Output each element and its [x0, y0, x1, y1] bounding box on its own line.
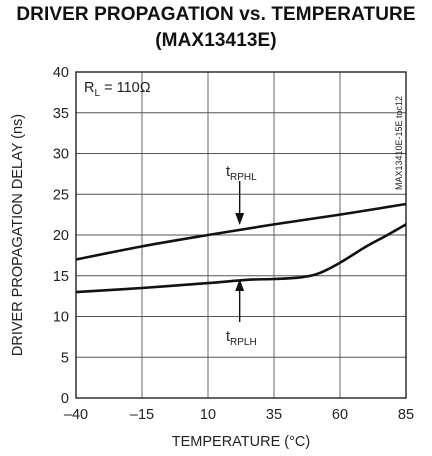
x-axis-label: TEMPERATURE (°C) — [172, 434, 310, 450]
watermark: MAX13410E-15E toc12 — [394, 96, 404, 190]
x-tick-label: 60 — [332, 407, 348, 423]
x-tick-label: 85 — [398, 407, 414, 423]
y-tick-label: 35 — [53, 106, 69, 122]
y-axis-label: DRIVER PROPAGATION DELAY (ns) — [10, 114, 26, 356]
series-layer — [75, 181, 407, 322]
series-label-sub: RPLH — [230, 337, 257, 348]
y-tick-label: 15 — [53, 269, 69, 285]
x-tick-label: –40 — [64, 407, 88, 423]
chart-subtitle: (MAX13413E) — [155, 30, 277, 51]
series-label-sub: RPHL — [230, 172, 257, 183]
chart-title: DRIVER PROPAGATION vs. TEMPERATURE — [16, 4, 416, 25]
y-tick-label: 20 — [53, 228, 69, 244]
plot-frame — [75, 71, 407, 399]
series-line-tRPLH — [75, 223, 407, 294]
y-tick-label: 5 — [61, 350, 69, 366]
x-tick-label: –15 — [130, 407, 154, 423]
grid-lines — [76, 72, 406, 398]
y-tick-label: 40 — [53, 65, 69, 81]
series-label-main: t — [226, 329, 230, 345]
series-label-tRPHL: tRPHL — [226, 164, 257, 183]
condition-label: RL = 110Ω — [84, 80, 151, 99]
y-tick-label: 10 — [53, 310, 69, 326]
tick-labels: –40 –15 10 35 60 85 0 5 10 15 20 25 30 35 40 — [53, 65, 414, 423]
series-label-main: t — [226, 164, 230, 180]
condition-suffix: = 110Ω — [100, 80, 151, 96]
arrowhead-tRPHL — [235, 213, 245, 225]
condition-sub: L — [94, 88, 100, 99]
series-line-tRPHL — [75, 202, 407, 261]
y-tick-label: 0 — [61, 391, 69, 407]
x-tick-label: 10 — [200, 407, 216, 423]
y-tick-label: 25 — [53, 187, 69, 203]
arrowhead-tRPLH — [235, 279, 245, 291]
x-tick-label: 35 — [266, 407, 282, 423]
y-tick-label: 30 — [53, 147, 69, 163]
condition-prefix: R — [84, 80, 94, 96]
series-label-tRPLH: tRPLH — [226, 329, 257, 348]
